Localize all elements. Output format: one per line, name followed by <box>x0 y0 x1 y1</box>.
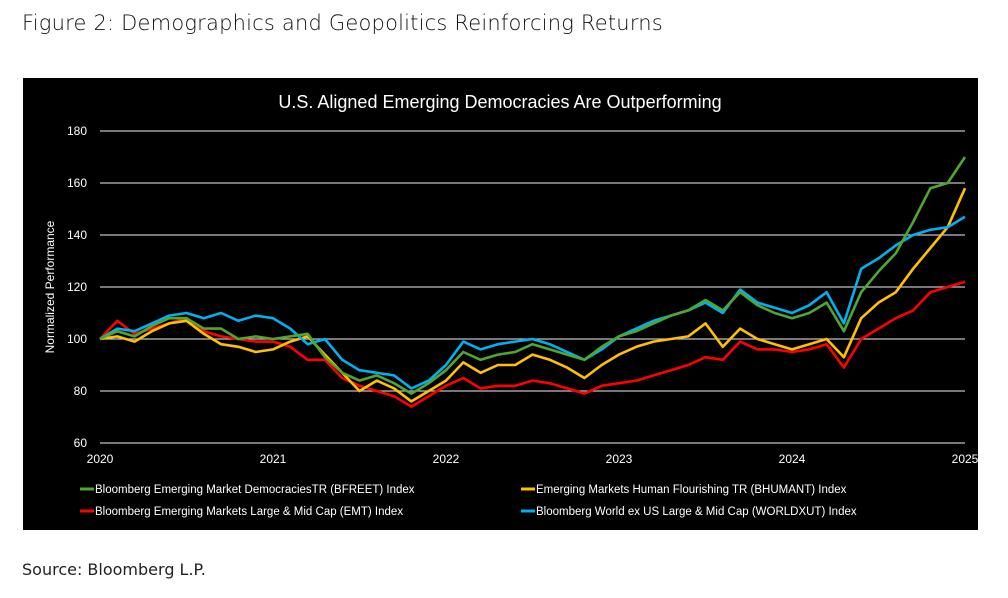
y-tick-label: 160 <box>67 176 87 190</box>
y-tick-label: 60 <box>74 436 88 450</box>
x-tick-label: 2020 <box>87 452 114 466</box>
legend-label: Bloomberg Emerging Market DemocraciesTR … <box>95 484 415 496</box>
legend-label: Bloomberg World ex US Large & Mid Cap (W… <box>536 506 857 518</box>
chart: U.S. Aligned Emerging Democracies Are Ou… <box>23 78 978 530</box>
x-tick-label: 2022 <box>433 452 460 466</box>
y-tick-label: 180 <box>67 124 87 138</box>
series-line-0 <box>99 280 966 408</box>
source-note: Source: Bloomberg L.P. <box>22 560 206 579</box>
series-line-1 <box>99 187 967 403</box>
legend-label: Emerging Markets Human Flourishing TR (B… <box>536 484 847 496</box>
chart-title: U.S. Aligned Emerging Democracies Are Ou… <box>278 92 721 112</box>
chart-svg: U.S. Aligned Emerging Democracies Are Ou… <box>43 92 978 518</box>
series-line-3 <box>99 156 967 395</box>
x-tick-label: 2024 <box>779 452 806 466</box>
y-tick-label: 140 <box>67 228 87 242</box>
figure-title: Figure 2: Demographics and Geopolitics R… <box>22 11 663 35</box>
y-tick-label: 100 <box>67 332 87 346</box>
y-tick-label: 120 <box>67 280 87 294</box>
x-tick-label: 2021 <box>260 452 287 466</box>
x-tick-label: 2025 <box>952 452 978 466</box>
y-axis-label: Normalized Performance <box>43 220 57 353</box>
x-tick-label: 2023 <box>606 452 633 466</box>
series-line-2 <box>99 215 966 390</box>
y-tick-label: 80 <box>74 384 88 398</box>
legend-label: Bloomberg Emerging Markets Large & Mid C… <box>95 506 403 518</box>
